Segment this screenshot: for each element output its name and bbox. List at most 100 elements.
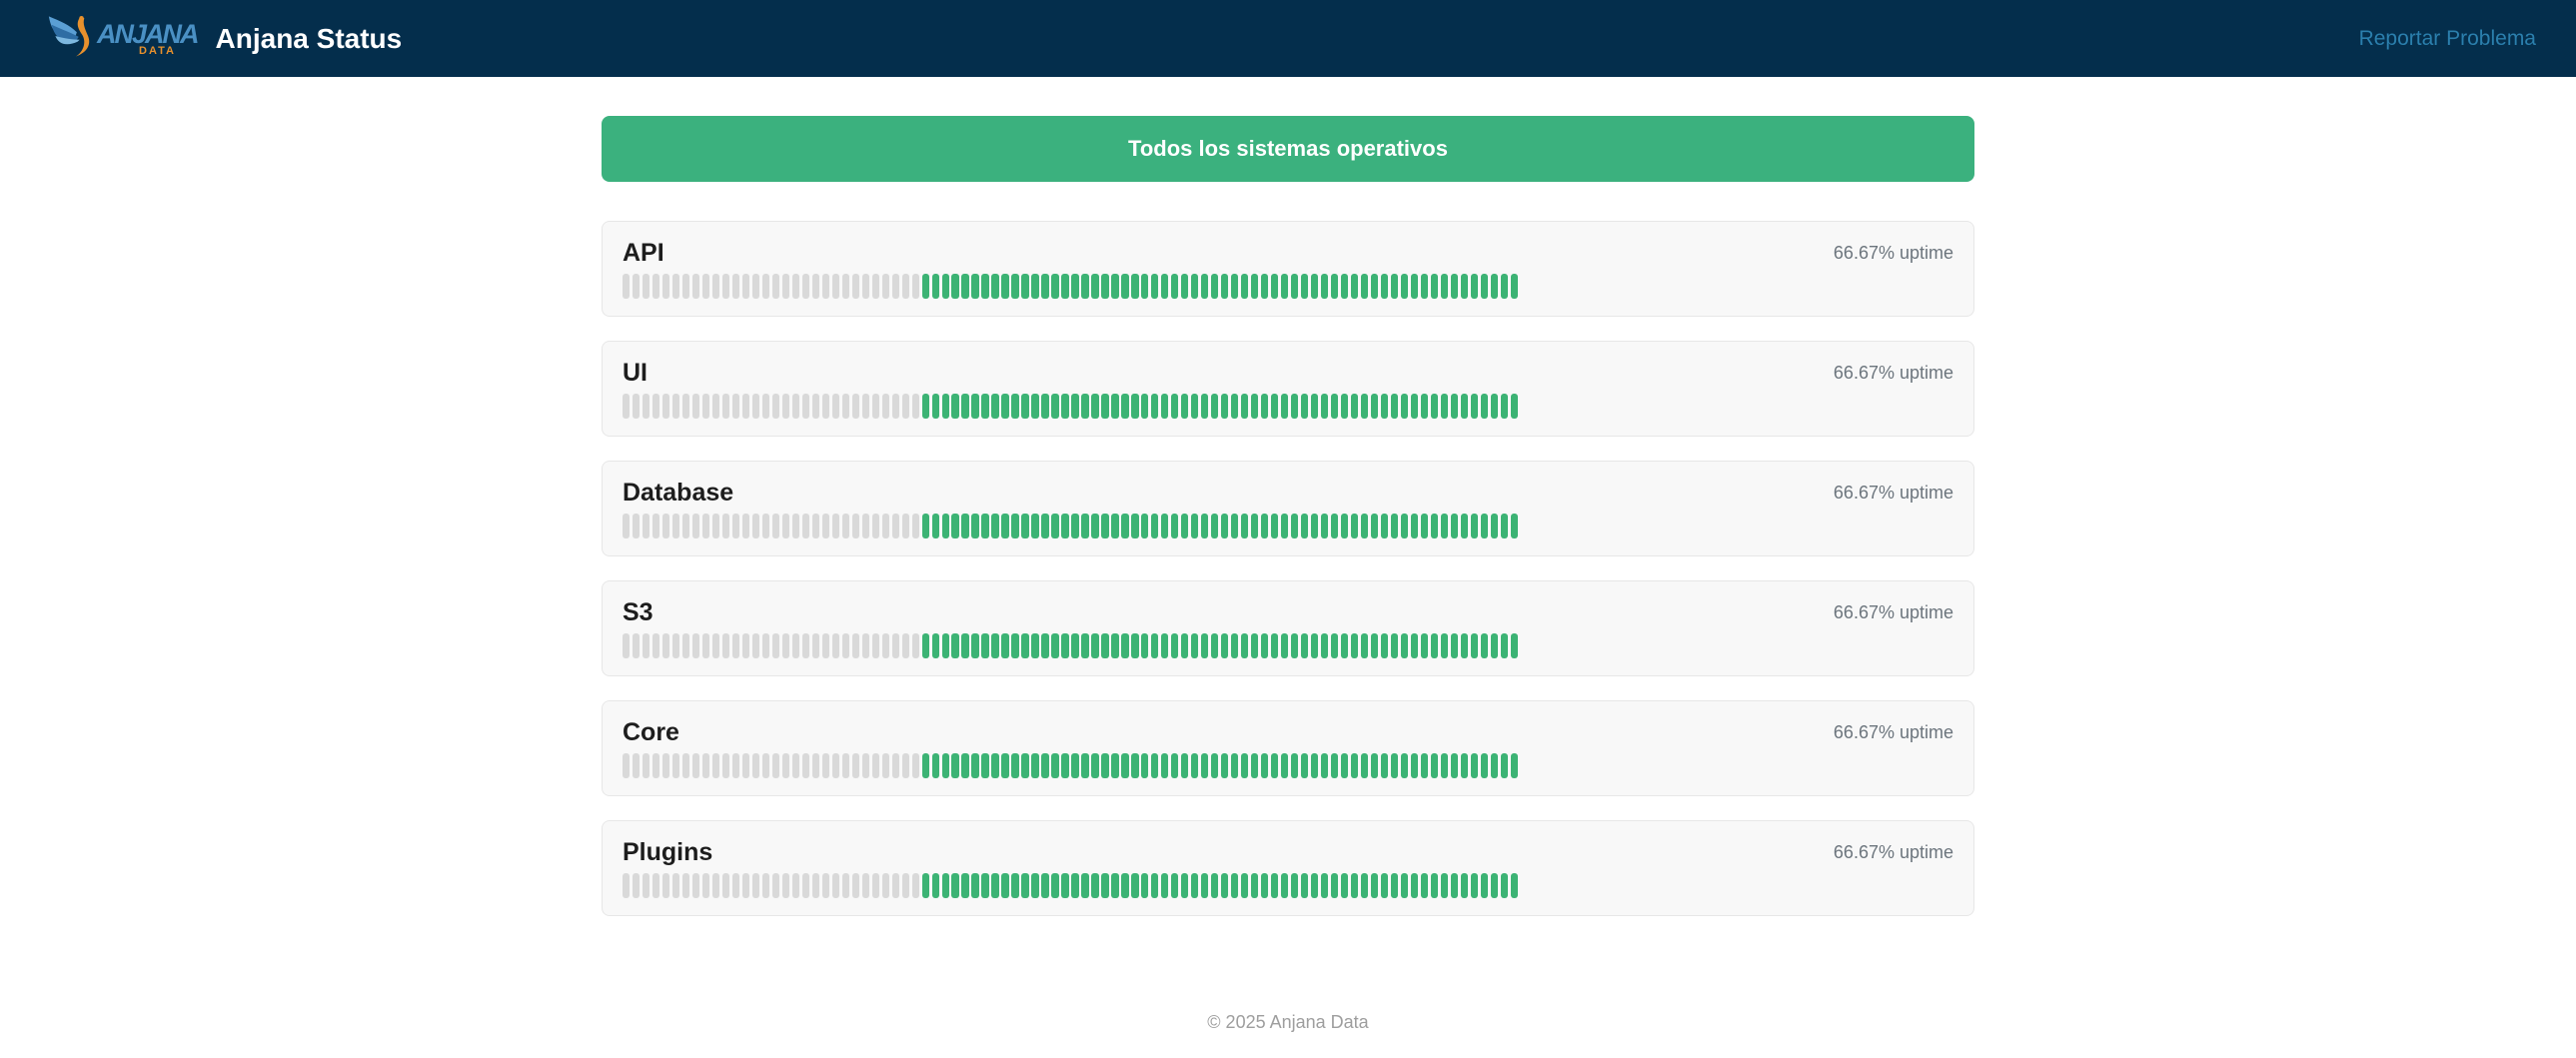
uptime-bar [831, 394, 839, 419]
uptime-bar [1041, 514, 1049, 538]
service-card: Database 66.67% uptime [602, 461, 1974, 556]
uptime-bar [831, 873, 839, 898]
uptime-bar [1440, 873, 1449, 898]
uptime-bar [1241, 873, 1249, 898]
uptime-bar [851, 753, 859, 778]
uptime-bar [681, 394, 690, 419]
status-page-main: Todos los sistemas operativos API 66.67%… [602, 116, 1974, 916]
uptime-bar [1031, 633, 1039, 658]
uptime-bar [1450, 274, 1458, 299]
uptime-bar [661, 394, 670, 419]
uptime-bar [1201, 514, 1209, 538]
uptime-bar [623, 274, 631, 299]
uptime-bar [941, 873, 949, 898]
uptime-bar [1430, 873, 1439, 898]
uptime-bar [1171, 394, 1179, 419]
uptime-bar [801, 873, 810, 898]
report-problem-link[interactable]: Reportar Problema [2358, 26, 2536, 50]
uptime-bar [1320, 633, 1329, 658]
uptime-bar [1320, 274, 1329, 299]
uptime-bar [811, 753, 819, 778]
uptime-bar [1480, 514, 1488, 538]
uptime-bar [881, 753, 889, 778]
uptime-bar [1221, 274, 1229, 299]
uptime-bar [781, 274, 790, 299]
uptime-bar [1380, 633, 1389, 658]
uptime-bar [801, 274, 810, 299]
uptime-bar [1420, 514, 1429, 538]
uptime-bar [1211, 873, 1219, 898]
uptime-bar [1380, 873, 1389, 898]
uptime-bar [811, 873, 819, 898]
uptime-bar [1360, 394, 1369, 419]
uptime-bar [851, 394, 859, 419]
uptime-bar [981, 274, 989, 299]
uptime-bar [681, 274, 690, 299]
uptime-bar [1470, 394, 1478, 419]
uptime-bar [991, 753, 999, 778]
uptime-bar [1400, 753, 1409, 778]
uptime-bar [1081, 394, 1089, 419]
uptime-bar [1091, 633, 1099, 658]
uptime-bar [961, 514, 969, 538]
uptime-bar [701, 753, 710, 778]
uptime-bar [1380, 274, 1389, 299]
uptime-bar [791, 873, 800, 898]
uptime-bar [1171, 274, 1179, 299]
uptime-bar [821, 514, 829, 538]
uptime-bar [1211, 394, 1219, 419]
uptime-bar [671, 633, 680, 658]
uptime-bar [991, 274, 999, 299]
uptime-bar [711, 633, 720, 658]
uptime-bar [1171, 873, 1179, 898]
uptime-bar [1201, 873, 1209, 898]
uptime-bar [991, 873, 999, 898]
uptime-bar [971, 514, 979, 538]
overall-status-text: Todos los sistemas operativos [1128, 136, 1448, 161]
uptime-bar [1490, 873, 1498, 898]
uptime-bar [1241, 633, 1249, 658]
uptime-bar [1410, 873, 1419, 898]
uptime-bar [1470, 753, 1478, 778]
uptime-bar [1430, 633, 1439, 658]
uptime-bar [1191, 753, 1199, 778]
uptime-bar [1221, 514, 1229, 538]
uptime-bar [1131, 753, 1139, 778]
uptime-bar [1440, 514, 1449, 538]
uptime-bar [711, 753, 720, 778]
uptime-bar [671, 514, 680, 538]
uptime-bar [1420, 873, 1429, 898]
uptime-bar [1171, 753, 1179, 778]
uptime-bar [1430, 394, 1439, 419]
uptime-bar [691, 633, 700, 658]
uptime-bar [731, 514, 740, 538]
uptime-bar [1350, 274, 1359, 299]
uptime-bar [623, 394, 631, 419]
uptime-bar [1031, 753, 1039, 778]
uptime-bar [1051, 873, 1059, 898]
uptime-bar [921, 514, 929, 538]
uptime-bar [971, 274, 979, 299]
uptime-bar [1320, 394, 1329, 419]
uptime-bar [771, 514, 780, 538]
uptime-bar [651, 514, 660, 538]
uptime-bar [911, 873, 919, 898]
uptime-bar [1340, 514, 1349, 538]
uptime-bar [1181, 633, 1189, 658]
uptime-bar [1480, 753, 1488, 778]
uptime-bar [1490, 753, 1498, 778]
uptime-bar [1261, 633, 1269, 658]
uptime-bar [881, 873, 889, 898]
uptime-bar [851, 274, 859, 299]
uptime-bar [632, 394, 641, 419]
uptime-bar [751, 514, 760, 538]
uptime-bar [711, 873, 720, 898]
uptime-bar [941, 753, 949, 778]
uptime-bar [1310, 394, 1319, 419]
uptime-bar [741, 633, 750, 658]
uptime-bar [961, 394, 969, 419]
uptime-bar [1251, 514, 1259, 538]
uptime-bar [751, 633, 760, 658]
uptime-bar [1310, 274, 1319, 299]
uptime-bar [1221, 633, 1229, 658]
